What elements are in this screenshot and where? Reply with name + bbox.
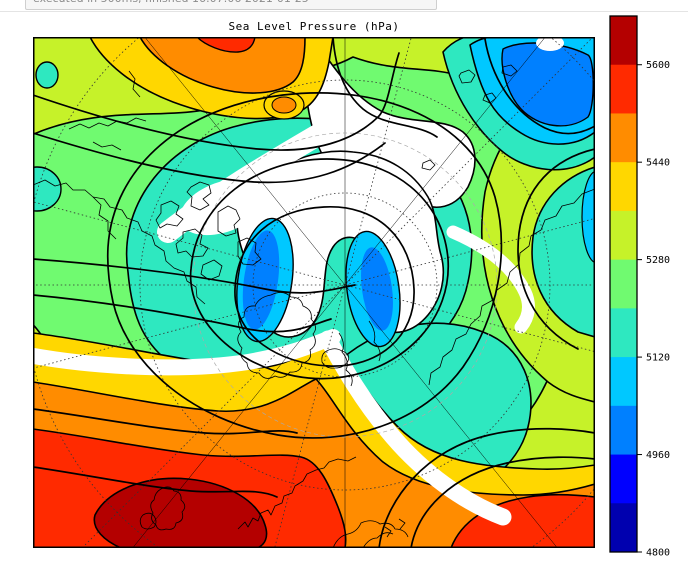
execution-time-box: executed in 500ms, finished 16:07:06 202… [25,0,437,10]
map-frame [33,37,595,548]
pressure-map [33,37,595,548]
colorbar-segment [610,210,637,261]
corner-red-fill [450,493,595,548]
white-band-diag [157,121,334,243]
colorbar-segment [610,454,637,504]
execution-time-text: executed in 500ms, finished 16:07:06 202… [33,0,309,5]
white-patch [179,178,267,236]
colorbar-segment [610,308,637,358]
colorbar-tick-label: 5280 [646,255,670,266]
contour-lines [33,37,595,548]
white-sliver [536,37,564,51]
coastlines [33,64,595,548]
colorbar-tick-label: 5120 [646,353,670,364]
cell-divider-rule: executed in 500ms, finished 16:07:06 202… [0,0,688,12]
graticule [33,37,595,548]
right-lobe-blue [361,247,393,331]
colorbar-tick-label: 4800 [646,548,670,559]
colorbar-tick-label: 5440 [646,158,670,169]
right-cyan-fill [581,170,595,264]
figure-title: Sea Level Pressure (hPa) [228,20,400,33]
colorbar-segment [610,162,637,212]
colorbar: 5600 5440 5280 5120 4960 4800 [609,15,670,559]
colorbar-segment [610,16,637,66]
uk-high-fill [93,477,268,548]
colorbar-tick-label: 5600 [646,60,670,71]
colorbar-frame [609,15,638,553]
colorbar-segment [610,357,637,407]
top-orange-fill [139,37,306,94]
right-turquoise-fill [531,166,595,338]
colorbar-segment [610,64,637,114]
colorbar-segment [610,503,637,553]
left-spot-fill [35,61,59,89]
colorbar-segment [610,259,637,309]
small-orange-patch [271,96,297,114]
fill-regions [33,37,595,548]
colorbar-segment [610,405,637,455]
top-red-fill [196,37,256,53]
colorbar-segment [610,113,637,163]
left-spot2-fill [33,166,62,212]
colorbar-tick-label: 4960 [646,450,670,461]
